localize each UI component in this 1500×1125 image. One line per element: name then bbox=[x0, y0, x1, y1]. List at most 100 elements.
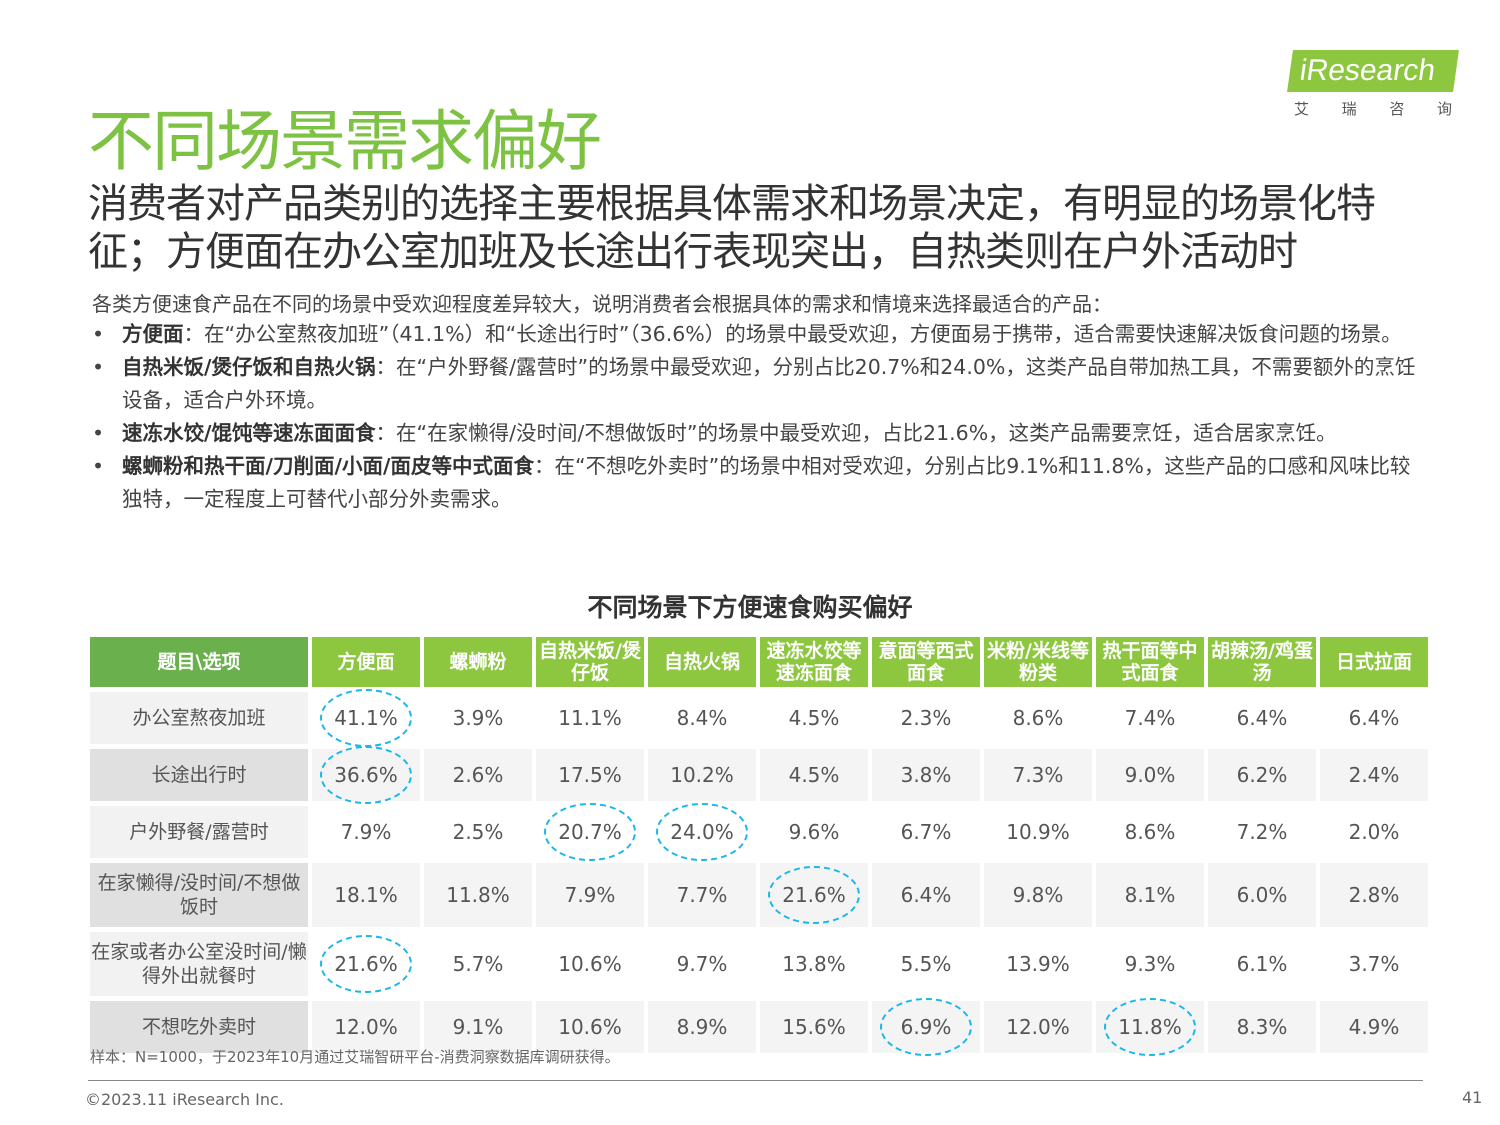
table-cell: 11.8% bbox=[424, 863, 532, 927]
table-cell: 8.6% bbox=[1096, 806, 1204, 858]
column-header: 速冻水饺等速冻面食 bbox=[760, 637, 868, 687]
column-header: 意面等西式面食 bbox=[872, 637, 980, 687]
table-cell: 13.9% bbox=[984, 932, 1092, 996]
bullet-item: 方便面：在“办公室熬夜加班”（41.1%）和“长途出行时”（36.6%）的场景中… bbox=[92, 318, 1427, 351]
table-cell: 2.5% bbox=[424, 806, 532, 858]
bullet-text: ：在“办公室熬夜加班”（41.1%）和“长途出行时”（36.6%）的场景中最受欢… bbox=[183, 322, 1402, 346]
page-title: 不同场景需求偏好 bbox=[88, 103, 602, 180]
highlighted-cell: 24.0% bbox=[648, 806, 756, 858]
table-cell: 8.6% bbox=[984, 692, 1092, 744]
bullet-list: 方便面：在“办公室熬夜加班”（41.1%）和“长途出行时”（36.6%）的场景中… bbox=[92, 318, 1427, 516]
logo-char: 询 bbox=[1436, 100, 1452, 118]
row-label: 办公室熬夜加班 bbox=[90, 692, 308, 744]
table-cell: 9.0% bbox=[1096, 749, 1204, 801]
table-cell: 6.2% bbox=[1208, 749, 1316, 801]
column-header: 自热米饭/煲仔饭 bbox=[536, 637, 644, 687]
row-label: 在家或者办公室没时间/懒得外出就餐时 bbox=[90, 932, 308, 996]
bullet-text: ：在“户外野餐/露营时”的场景中最受欢迎，分别占比20.7%和24.0%，这类产… bbox=[122, 355, 1416, 412]
table-cell: 15.6% bbox=[760, 1001, 868, 1053]
table-cell: 2.6% bbox=[424, 749, 532, 801]
bullet-item: 速冻水饺/馄饨等速冻面面食：在“在家懒得/没时间/不想做饭时”的场景中最受欢迎，… bbox=[92, 417, 1427, 450]
table-cell: 7.2% bbox=[1208, 806, 1316, 858]
copyright: ©2023.11 iResearch Inc. bbox=[85, 1090, 284, 1109]
table-cell: 4.5% bbox=[760, 692, 868, 744]
bullet-bold: 螺蛳粉和热干面/刀削面/小面/面皮等中式面食 bbox=[122, 454, 534, 478]
table-cell: 5.5% bbox=[872, 932, 980, 996]
column-header: 胡辣汤/鸡蛋汤 bbox=[1208, 637, 1316, 687]
table-cell: 8.1% bbox=[1096, 863, 1204, 927]
table-cell: 7.4% bbox=[1096, 692, 1204, 744]
table-cell: 10.6% bbox=[536, 932, 644, 996]
row-label: 在家懒得/没时间/不想做饭时 bbox=[90, 863, 308, 927]
highlighted-cell: 6.9% bbox=[872, 1001, 980, 1053]
table-cell: 11.1% bbox=[536, 692, 644, 744]
row-label: 不想吃外卖时 bbox=[90, 1001, 308, 1053]
bullet-text: ：在“不想吃外卖时”的场景中相对受欢迎，分别占比9.1%和11.8%，这些产品的… bbox=[122, 454, 1411, 511]
table-cell: 9.1% bbox=[424, 1001, 532, 1053]
logo-brand: iResearch bbox=[1287, 50, 1459, 92]
logo-cn: 艾 瑞 咨 询 bbox=[1290, 98, 1456, 119]
table-title: 不同场景下方便速食购买偏好 bbox=[587, 593, 913, 622]
table-cell: 7.9% bbox=[312, 806, 420, 858]
table-cell: 5.7% bbox=[424, 932, 532, 996]
column-header: 方便面 bbox=[312, 637, 420, 687]
table-cell: 7.3% bbox=[984, 749, 1092, 801]
table-cell: 8.3% bbox=[1208, 1001, 1316, 1053]
logo-char: 艾 bbox=[1294, 100, 1310, 118]
table-cell: 12.0% bbox=[984, 1001, 1092, 1053]
table-cell: 8.4% bbox=[648, 692, 756, 744]
table-cell: 17.5% bbox=[536, 749, 644, 801]
table-cell: 2.3% bbox=[872, 692, 980, 744]
table-cell: 2.8% bbox=[1320, 863, 1428, 927]
table-cell: 7.9% bbox=[536, 863, 644, 927]
table-cell: 8.9% bbox=[648, 1001, 756, 1053]
table-row: 长途出行时 36.6% 2.6% 17.5% 10.2% 4.5% 3.8% 7.3% 9.0%… bbox=[90, 749, 1428, 801]
table-row: 办公室熬夜加班 41.1% 3.9% 11.1% 8.4% 4.5% 2.3% 8.6% 7.4… bbox=[90, 692, 1428, 744]
table-cell: 2.0% bbox=[1320, 806, 1428, 858]
table-cell: 6.1% bbox=[1208, 932, 1316, 996]
highlighted-cell: 36.6% bbox=[312, 749, 420, 801]
table-cell: 3.8% bbox=[872, 749, 980, 801]
highlighted-cell: 21.6% bbox=[312, 932, 420, 996]
table-cell: 7.7% bbox=[648, 863, 756, 927]
table-cell: 18.1% bbox=[312, 863, 420, 927]
column-header: 螺蛳粉 bbox=[424, 637, 532, 687]
table-row: 在家或者办公室没时间/懒得外出就餐时 21.6% 5.7% 10.6% 9.7% 13.8… bbox=[90, 932, 1428, 996]
sample-note: 样本：N=1000，于2023年10月通过艾瑞智研平台-消费洞察数据库调研获得。 bbox=[90, 1048, 620, 1066]
table-cell: 6.7% bbox=[872, 806, 980, 858]
iresearch-logo: iResearch 艾 瑞 咨 询 bbox=[1287, 50, 1459, 119]
footer-divider bbox=[88, 1080, 1423, 1081]
column-header: 题目\选项 bbox=[90, 637, 308, 687]
table-row: 在家懒得/没时间/不想做饭时 18.1% 11.8% 7.9% 7.7% 21.6% 6.4… bbox=[90, 863, 1428, 927]
table-cell: 6.4% bbox=[1208, 692, 1316, 744]
highlighted-cell: 20.7% bbox=[536, 806, 644, 858]
table-cell: 3.9% bbox=[424, 692, 532, 744]
table-cell: 6.4% bbox=[1320, 692, 1428, 744]
table-cell: 4.5% bbox=[760, 749, 868, 801]
row-label: 长途出行时 bbox=[90, 749, 308, 801]
column-header: 自热火锅 bbox=[648, 637, 756, 687]
column-header: 热干面等中式面食 bbox=[1096, 637, 1204, 687]
table-row: 户外野餐/露营时 7.9% 2.5% 20.7% 24.0% 9.6% 6.7% 10.9% 8… bbox=[90, 806, 1428, 858]
table-cell: 3.7% bbox=[1320, 932, 1428, 996]
logo-char: 咨 bbox=[1389, 100, 1405, 118]
page-number: 41 bbox=[1462, 1088, 1483, 1107]
highlighted-cell: 21.6% bbox=[760, 863, 868, 927]
table-cell: 4.9% bbox=[1320, 1001, 1428, 1053]
table-row: 不想吃外卖时 12.0% 9.1% 10.6% 8.9% 15.6% 6.9% 12.0% 11… bbox=[90, 1001, 1428, 1053]
highlighted-cell: 11.8% bbox=[1096, 1001, 1204, 1053]
bullet-text: ：在“在家懒得/没时间/不想做饭时”的场景中最受欢迎，占比21.6%，这类产品需… bbox=[375, 421, 1337, 445]
bullet-bold: 方便面 bbox=[122, 322, 184, 346]
table-cell: 9.3% bbox=[1096, 932, 1204, 996]
row-label: 户外野餐/露营时 bbox=[90, 806, 308, 858]
subtitle: 消费者对产品类别的选择主要根据具体需求和场景决定，有明显的场景化特征；方便面在办… bbox=[88, 181, 1376, 275]
table-cell: 6.0% bbox=[1208, 863, 1316, 927]
column-header: 米粉/米线等粉类 bbox=[984, 637, 1092, 687]
table-cell: 10.2% bbox=[648, 749, 756, 801]
table-cell: 9.6% bbox=[760, 806, 868, 858]
table-cell: 6.4% bbox=[872, 863, 980, 927]
table-cell: 9.8% bbox=[984, 863, 1092, 927]
table-cell: 10.9% bbox=[984, 806, 1092, 858]
logo-char: 瑞 bbox=[1341, 100, 1357, 118]
bullet-item: 螺蛳粉和热干面/刀削面/小面/面皮等中式面食：在“不想吃外卖时”的场景中相对受欢… bbox=[92, 450, 1427, 516]
